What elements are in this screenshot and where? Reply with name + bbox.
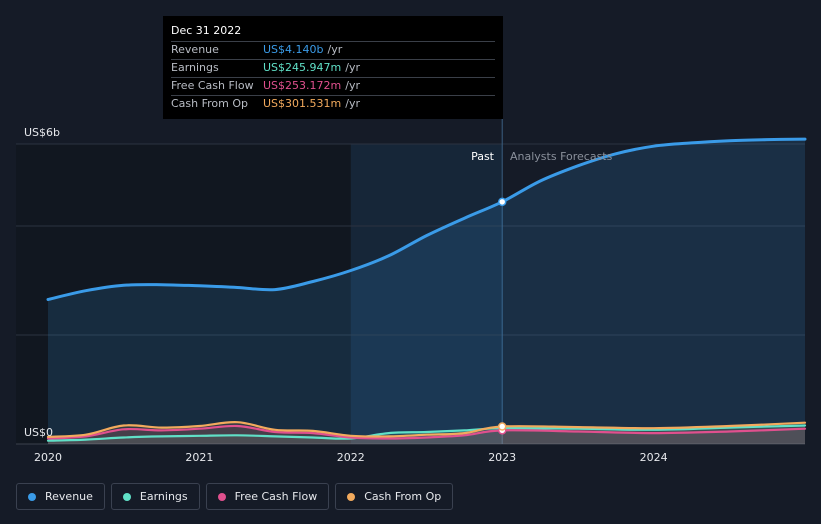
tooltip-value: US$4.140b (263, 43, 324, 56)
highlight-band (350, 144, 503, 444)
legend-dot-icon (347, 492, 356, 501)
tooltip-value: US$301.531m (263, 97, 342, 110)
legend-dot-icon (28, 492, 36, 501)
forecast-label: Analysts Forecasts (510, 150, 613, 163)
tooltip-row-cash-from-op: Cash From Op US$301.531m /yr (171, 95, 495, 113)
free-cash-flow-area (48, 425, 805, 444)
revenue-area (48, 139, 805, 444)
free-cash-flow-line (46, 424, 807, 440)
tooltip-unit: /yr (327, 43, 343, 56)
x-tick-label: 2021 (185, 451, 213, 464)
tooltip-label: Cash From Op (171, 97, 249, 110)
legend-label: Cash From Op (364, 490, 442, 503)
x-tick-label: 2024 (640, 451, 668, 464)
tooltip-unit: /yr (345, 61, 360, 74)
tooltip-row-earnings: Earnings US$245.947m /yr (171, 59, 495, 77)
legend-item-cash-from-op[interactable]: Cash From Op (335, 483, 454, 510)
legend-dot-icon (217, 492, 226, 501)
y-axis-top-label: US$6b (24, 126, 60, 139)
x-tick-label: 2023 (488, 451, 516, 464)
tooltip-value: US$253.172m (263, 79, 342, 92)
cash-from-op-marker (497, 422, 507, 431)
legend-item-revenue[interactable]: Revenue (16, 483, 105, 510)
tooltip-row-free-cash-flow: Free Cash Flow US$253.172m /yr (171, 77, 495, 95)
past-label: Past (471, 150, 495, 163)
legend: Revenue Earnings Free Cash Flow Cash Fro… (16, 483, 454, 510)
legend-item-free-cash-flow[interactable]: Free Cash Flow (205, 483, 330, 510)
tooltip-date: Dec 31 2022 (171, 24, 242, 37)
y-axis-bottom-label: US$0 (24, 426, 53, 439)
legend-item-earnings[interactable]: Earnings (110, 483, 200, 510)
legend-dot-icon (122, 492, 131, 501)
x-tick-label: 2022 (337, 451, 365, 464)
tooltip-label: Earnings (171, 61, 219, 74)
revenue-marker (497, 197, 507, 207)
tooltip-label: Free Cash Flow (171, 79, 254, 92)
x-tick-label: 2020 (34, 451, 62, 464)
cash-from-op-line (46, 421, 807, 438)
tooltip-value: US$245.947m (263, 61, 342, 74)
tooltip-label: Revenue (171, 43, 219, 56)
tooltip-row-revenue: Revenue US$4.140b /yr (171, 41, 495, 59)
tooltip-unit: /yr (345, 97, 360, 110)
tooltip: Dec 31 2022 Revenue US$4.140b /yr Earnin… (163, 16, 503, 119)
legend-label: Revenue (45, 490, 93, 503)
cash-from-op-area (48, 422, 805, 444)
legend-label: Earnings (139, 490, 188, 503)
tooltip-unit: /yr (345, 79, 360, 92)
legend-label: Free Cash Flow (234, 490, 318, 503)
revenue-line (46, 137, 807, 301)
